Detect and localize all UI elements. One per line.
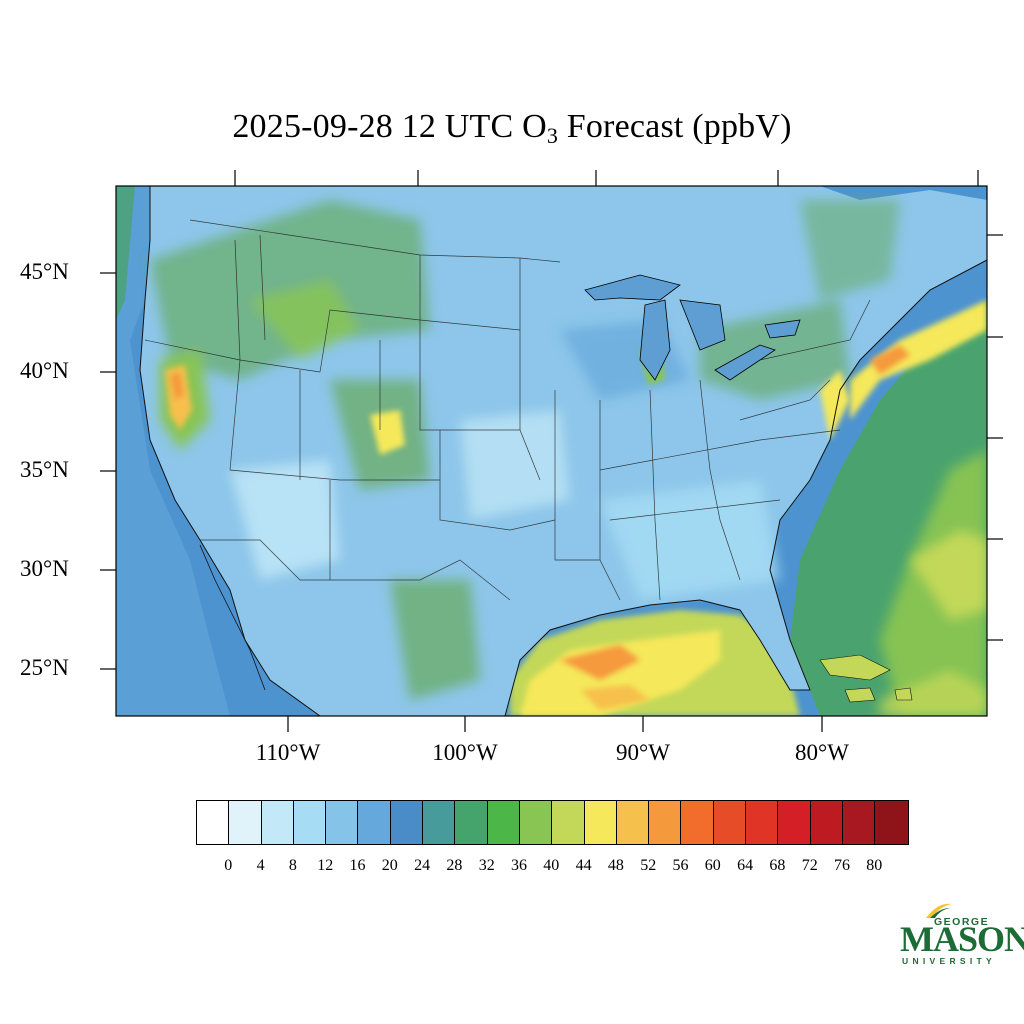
colorbar-tick-label: 8 [288, 857, 297, 874]
colorbar-tick-label: 76 [834, 857, 850, 874]
colorbar-tick-label: 68 [769, 857, 786, 874]
colorbar-tick-label: 28 [446, 857, 463, 874]
lat-label-30n: 30°N [20, 556, 69, 581]
colorbar-cell [649, 801, 682, 844]
colorbar-cell [552, 801, 585, 844]
colorbar-tick-label: 32 [478, 857, 495, 874]
colorbar-tick-label: 60 [704, 857, 721, 874]
right-ticks [987, 234, 1003, 641]
left-ticks [100, 272, 116, 670]
colorbar-cell [390, 801, 424, 844]
coastline [139, 186, 987, 716]
colorbar-cell [261, 801, 294, 844]
title-subscript: 3 [546, 123, 559, 148]
lat-label-40n: 40°N [20, 358, 69, 383]
colorbar-cell [746, 801, 779, 844]
colorbar-cell [197, 801, 230, 844]
colorbar-tick-label: 24 [414, 857, 431, 874]
map-frame [115, 185, 988, 717]
colorbar [196, 800, 909, 845]
great-lakes [584, 274, 801, 381]
colorbar-cell [810, 801, 843, 844]
lon-label-100w: 100°W [432, 740, 498, 765]
colorbar-cell [293, 801, 327, 844]
colorbar-cell [229, 801, 262, 844]
colorbar-cell [358, 801, 391, 844]
colorbar-tick-label: 16 [349, 857, 366, 874]
colorbar-tick-label: 48 [607, 857, 624, 874]
colorbar-cell [681, 801, 714, 844]
colorbar-tick-label: 0 [224, 857, 233, 874]
colorbar-tick-label: 72 [801, 857, 818, 874]
logo-mason: MASON [900, 919, 1024, 959]
lat-label-45n: 45°N [20, 259, 69, 284]
colorbar-tick-label: 4 [256, 857, 265, 874]
colorbar-tick-label: 80 [866, 857, 883, 874]
colorbar-cell [875, 801, 908, 844]
colorbar-cell [778, 801, 811, 844]
lat-label-35n: 35°N [20, 457, 69, 482]
colorbar-tick-label: 52 [640, 857, 657, 874]
bottom-ticks [287, 716, 823, 732]
colorbar-tick-label: 20 [381, 857, 398, 874]
logo-university: UNIVERSITY [902, 956, 997, 966]
colorbar-cell [455, 801, 488, 844]
boundaries [144, 219, 871, 601]
colorbar-cell [423, 801, 456, 844]
lon-label-90w: 90°W [616, 740, 670, 765]
colorbar-cell [713, 801, 747, 844]
swoosh-icon [926, 903, 952, 918]
northeast-plume [850, 300, 987, 420]
pacific-field [116, 186, 230, 716]
lon-label-80w: 80°W [795, 740, 849, 765]
colorbar-cell [616, 801, 650, 844]
colorbar-cell [326, 801, 359, 844]
colorbar-tick-label: 44 [575, 857, 592, 874]
lat-label-25n: 25°N [20, 655, 69, 680]
title-prefix: 2025-09-28 12 UTC O [232, 108, 547, 145]
colorbar-cell [519, 801, 553, 844]
lon-label-110w: 110°W [255, 740, 321, 765]
colorbar-tick-label: 64 [737, 857, 754, 874]
colorbar-tick-label: 40 [543, 857, 560, 874]
top-ticks [234, 170, 979, 186]
gmu-logo: GEORGE MASON UNIVERSITY [898, 900, 1024, 970]
colorbar-tick-label: 36 [511, 857, 527, 874]
colorbar-cell [584, 801, 617, 844]
colorbar-cell [842, 801, 876, 844]
logo-george: GEORGE [934, 916, 990, 928]
colorado-hotspot [370, 410, 405, 455]
page-title: 2025-09-28 12 UTC O3 Forecast (ppbV) [0, 108, 1024, 149]
colorbar-cell [487, 801, 520, 844]
title-suffix: Forecast (ppbV) [558, 108, 792, 145]
colorbar-tick-label: 56 [672, 857, 689, 874]
colorbar-tick-label: 12 [317, 857, 334, 874]
